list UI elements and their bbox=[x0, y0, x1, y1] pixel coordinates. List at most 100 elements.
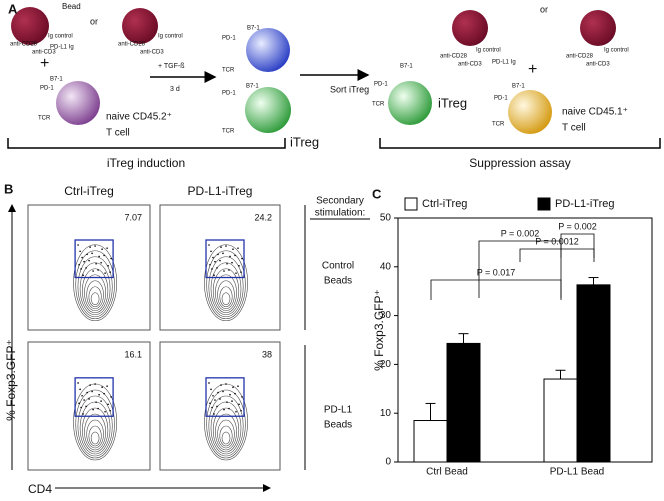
contour bbox=[81, 407, 109, 453]
cell bbox=[245, 87, 291, 133]
label: TCR bbox=[492, 122, 505, 128]
contour bbox=[86, 280, 104, 310]
label: Bead bbox=[62, 2, 81, 11]
event-dot bbox=[228, 269, 230, 271]
contour bbox=[208, 256, 244, 318]
event-dot bbox=[217, 253, 219, 256]
contour bbox=[219, 425, 233, 447]
label: T cell bbox=[106, 128, 130, 139]
event-dot bbox=[228, 407, 230, 410]
panel-a-art bbox=[7, 7, 661, 149]
event-dot bbox=[98, 255, 100, 258]
label: TCR bbox=[372, 102, 385, 108]
event-dot bbox=[103, 254, 105, 257]
label: or bbox=[90, 16, 98, 26]
gate bbox=[74, 239, 114, 279]
event-dot bbox=[238, 265, 240, 267]
event-dot bbox=[209, 402, 211, 405]
label: anti-CD28 bbox=[566, 54, 594, 60]
label: T cell bbox=[562, 123, 586, 134]
event-dot bbox=[212, 256, 214, 259]
label: % Foxp3.GFP⁺ bbox=[4, 339, 18, 421]
event-dot bbox=[240, 409, 242, 412]
event-dot bbox=[223, 408, 225, 411]
label: PD-L1 Ig bbox=[492, 60, 516, 66]
event-dot bbox=[220, 246, 222, 248]
event-dot bbox=[82, 274, 84, 277]
significance-bracket bbox=[560, 233, 595, 258]
bead bbox=[122, 8, 158, 44]
event-dot bbox=[107, 265, 109, 267]
label: Ctrl-iTreg bbox=[64, 184, 114, 198]
label: iTreg bbox=[290, 134, 319, 149]
contour bbox=[206, 250, 246, 320]
event-dot bbox=[219, 398, 221, 400]
event-dot bbox=[235, 272, 237, 274]
event-dot bbox=[107, 403, 109, 406]
label: PD-1 bbox=[374, 82, 388, 88]
event-dot bbox=[222, 390, 224, 393]
event-dot bbox=[216, 405, 218, 408]
label: stimulation: bbox=[315, 208, 366, 219]
flow-plot bbox=[27, 204, 151, 331]
event-dot bbox=[210, 250, 212, 253]
label: iTreg bbox=[438, 95, 467, 110]
flow-plot bbox=[27, 341, 151, 471]
significance-bracket bbox=[430, 279, 562, 300]
event-dot bbox=[210, 388, 212, 391]
label: 3 d bbox=[170, 86, 180, 93]
contour bbox=[206, 389, 246, 459]
event-dot bbox=[240, 271, 242, 273]
event-dot bbox=[106, 385, 108, 387]
contour bbox=[88, 425, 102, 447]
event-dot bbox=[97, 407, 99, 410]
label: + TGF-ß bbox=[158, 63, 185, 70]
contour bbox=[210, 262, 242, 316]
label: naive CD45.2⁺ bbox=[106, 112, 172, 123]
event-dot bbox=[232, 386, 234, 389]
event-dot bbox=[81, 256, 83, 259]
contour bbox=[79, 262, 111, 316]
event-dot bbox=[77, 382, 79, 384]
event-dot bbox=[238, 403, 240, 406]
gate bbox=[205, 377, 245, 417]
event-dot bbox=[232, 248, 234, 250]
event-dot bbox=[85, 405, 87, 408]
event-dot bbox=[110, 396, 112, 398]
event-dot bbox=[104, 410, 106, 413]
event-dot bbox=[83, 399, 85, 401]
contour bbox=[208, 395, 244, 457]
label: B7-1 bbox=[400, 64, 413, 70]
event-dot bbox=[110, 257, 112, 260]
event-dot bbox=[91, 252, 93, 255]
flow-plot bbox=[159, 204, 281, 331]
event-dot bbox=[92, 408, 94, 411]
event-dot bbox=[104, 272, 106, 274]
event-dot bbox=[91, 390, 93, 393]
event-dot bbox=[86, 253, 88, 256]
cell bbox=[508, 90, 552, 134]
label: B bbox=[4, 181, 13, 196]
event-dot bbox=[213, 274, 215, 277]
x-tick-label: PD-L1 Bead bbox=[550, 467, 604, 478]
event-dot bbox=[214, 260, 216, 263]
event-dot bbox=[222, 252, 224, 255]
event-dot bbox=[101, 386, 103, 389]
contour bbox=[217, 280, 235, 310]
label: Control bbox=[322, 261, 354, 272]
gate bbox=[74, 377, 114, 417]
event-dot bbox=[109, 409, 111, 412]
event-dot bbox=[98, 393, 100, 396]
label: anti-CD3 bbox=[586, 62, 610, 68]
event-dot bbox=[80, 406, 82, 409]
contour bbox=[217, 419, 235, 449]
event-dot bbox=[94, 383, 96, 385]
event-dot bbox=[225, 383, 227, 385]
event-dot bbox=[229, 255, 231, 258]
event-dot bbox=[219, 259, 221, 262]
label: Beads bbox=[324, 420, 352, 431]
label: B7-1 bbox=[50, 77, 63, 83]
event-dot bbox=[212, 394, 214, 397]
significance-bracket bbox=[478, 240, 562, 298]
event-dot bbox=[216, 267, 218, 269]
